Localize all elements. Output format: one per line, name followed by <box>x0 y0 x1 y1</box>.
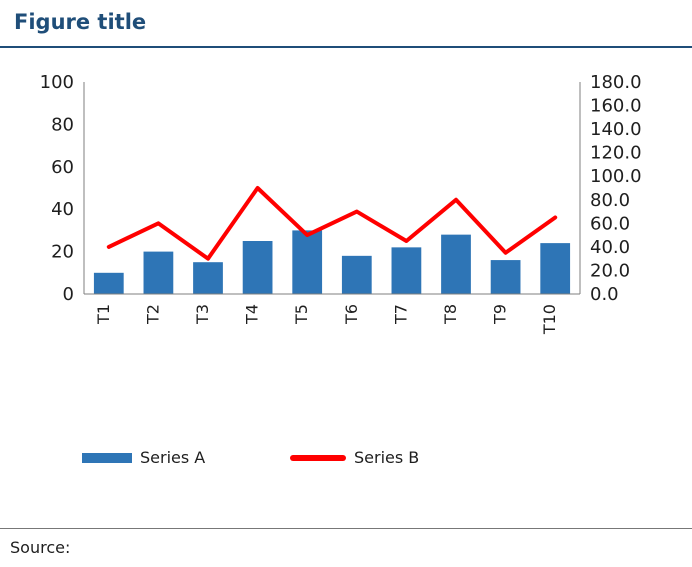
y-left-tick-label: 60 <box>51 157 74 178</box>
x-tick-label: T4 <box>243 304 262 325</box>
y-left-tick-label: 0 <box>63 284 74 305</box>
bar-mark <box>93 272 124 294</box>
legend-swatch-bar <box>82 452 132 463</box>
bar-mark <box>490 260 521 294</box>
footer-divider <box>0 528 692 529</box>
x-tick-label: T6 <box>342 304 361 325</box>
bar-mark <box>540 243 571 294</box>
legend-series-a: Series A <box>82 448 205 467</box>
y-right-tick-label: 80.0 <box>590 190 630 211</box>
bar-mark <box>193 262 223 294</box>
legend-label-series-a: Series A <box>140 448 206 467</box>
bar-mark <box>341 255 372 294</box>
x-tick-label: T9 <box>491 304 510 325</box>
figure-header: Figure title <box>0 0 692 48</box>
legend-label-series-b: Series B <box>354 448 420 467</box>
x-tick-label: T1 <box>94 304 113 325</box>
bar-mark <box>292 230 323 294</box>
combo-chart: 0 20 40 60 80 100 0.0 20.040.0 60.080.0 100.0120.… <box>40 72 642 335</box>
y-right-tick-label: 140.0 <box>590 119 642 140</box>
y-left-tick-label: 40 <box>51 199 74 220</box>
bar-mark <box>441 234 471 294</box>
x-tick-label: T3 <box>193 304 212 325</box>
y-left-tick-label: 80 <box>51 114 74 135</box>
bar-mark <box>391 247 422 294</box>
chart-legend: Series A Series B <box>0 448 692 476</box>
x-tick-label: T7 <box>391 304 410 325</box>
bar-mark <box>242 241 273 294</box>
legend-swatch-line <box>290 454 346 461</box>
source-note: Source: <box>10 538 71 557</box>
y-right-tick-label: 180.0 <box>590 72 642 93</box>
x-tick-label: T2 <box>143 304 162 325</box>
y-right-tick-label: 160.0 <box>590 96 642 117</box>
y-right-tick-label: 60.0 <box>590 213 630 234</box>
y-left-tick-label: 100 <box>40 72 74 93</box>
line-series <box>106 186 558 261</box>
x-tick-label: T10 <box>540 304 559 335</box>
legend-series-b: Series B <box>290 448 419 467</box>
y-right-tick-label: 20.0 <box>590 260 630 281</box>
chart-area: 0 20 40 60 80 100 0.0 20.0 40.0 60.0 80.0 100.0 120.… <box>20 58 680 478</box>
x-tick-label: T5 <box>292 304 311 325</box>
y-right-tick-label: 40.0 <box>590 237 630 258</box>
y-right-tick-label: 100.0 <box>590 166 642 187</box>
bar-mark <box>143 251 174 294</box>
y-right-tick-label: 0.0 <box>590 284 619 305</box>
y-left-tick-label: 20 <box>51 242 74 263</box>
figure-title: Figure title <box>14 10 147 34</box>
y-right-tick-label: 120.0 <box>590 143 642 164</box>
x-tick-label: T8 <box>441 304 460 325</box>
